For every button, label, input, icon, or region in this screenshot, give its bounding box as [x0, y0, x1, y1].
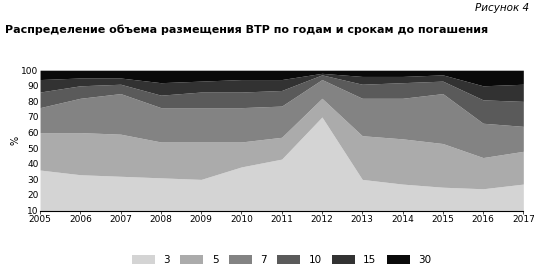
Text: Распределение объема размещения ВТР по годам и срокам до погашения: Распределение объема размещения ВТР по г…: [5, 24, 489, 35]
Legend: 3, 5, 7, 10, 15, 30: 3, 5, 7, 10, 15, 30: [132, 255, 431, 265]
Text: Рисунок 4: Рисунок 4: [475, 3, 529, 13]
Y-axis label: %: %: [10, 136, 20, 145]
